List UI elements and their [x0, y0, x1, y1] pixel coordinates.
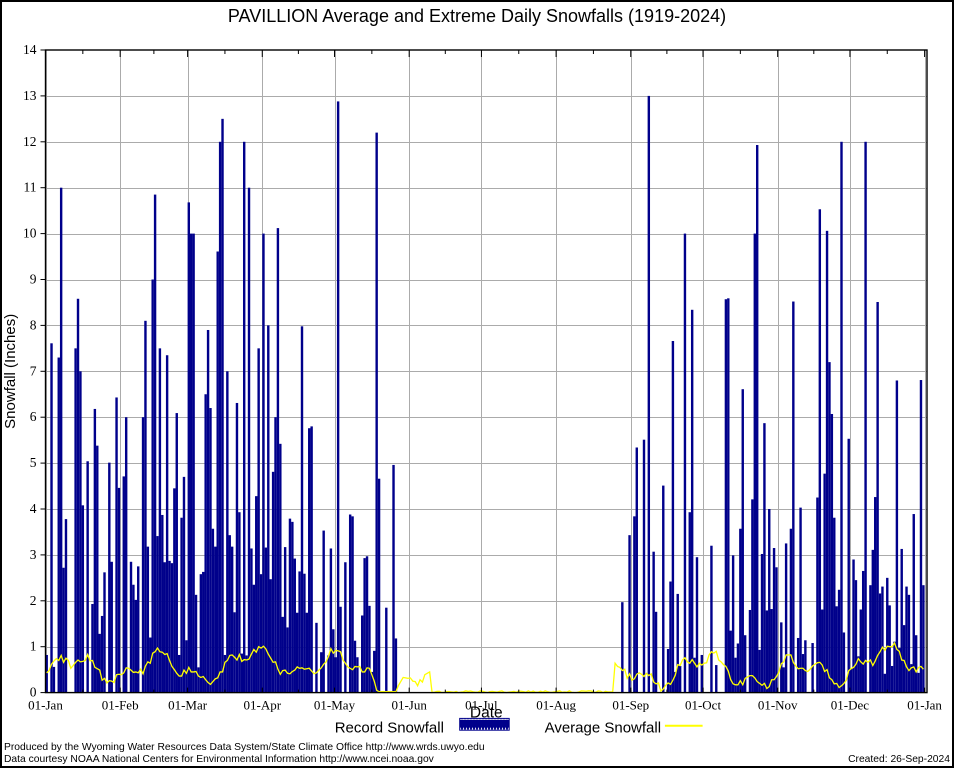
svg-text:01-Jan: 01-Jan	[28, 698, 63, 713]
svg-text:01-Nov: 01-Nov	[758, 698, 798, 713]
svg-text:2: 2	[30, 593, 37, 608]
svg-text:1: 1	[30, 639, 37, 654]
svg-text:01-Dec: 01-Dec	[831, 698, 869, 713]
svg-text:13: 13	[23, 88, 37, 103]
svg-text:01-Sep: 01-Sep	[612, 698, 649, 713]
svg-text:10: 10	[23, 226, 37, 241]
svg-text:01-Mar: 01-Mar	[168, 698, 208, 713]
svg-text:Average Snowfall: Average Snowfall	[545, 720, 661, 737]
svg-text:12: 12	[23, 134, 37, 149]
svg-text:9: 9	[30, 272, 37, 287]
svg-text:Record Snowfall: Record Snowfall	[335, 720, 444, 737]
svg-text:01-Aug: 01-Aug	[536, 698, 576, 713]
svg-text:Created: 26-Sep-2024: Created: 26-Sep-2024	[848, 754, 950, 765]
svg-text:01-Apr: 01-Apr	[243, 698, 281, 713]
svg-text:Snowfall (Inches): Snowfall (Inches)	[2, 314, 19, 429]
svg-text:01-Jun: 01-Jun	[391, 698, 427, 713]
svg-text:5: 5	[30, 455, 37, 470]
svg-text:01-May: 01-May	[314, 698, 356, 713]
svg-text:01-Feb: 01-Feb	[102, 698, 139, 713]
svg-text:11: 11	[24, 180, 37, 195]
svg-text:8: 8	[30, 317, 37, 332]
svg-text:14: 14	[23, 42, 37, 57]
svg-text:4: 4	[30, 501, 37, 516]
svg-text:6: 6	[30, 409, 37, 424]
svg-text:01-Jan: 01-Jan	[907, 698, 942, 713]
svg-text:7: 7	[30, 363, 37, 378]
svg-text:Produced by the Wyoming Water: Produced by the Wyoming Water Resources …	[4, 742, 485, 753]
svg-text:01-Oct: 01-Oct	[685, 698, 721, 713]
svg-text:PAVILLION Average and Extreme: PAVILLION Average and Extreme Daily Snow…	[228, 6, 726, 26]
svg-text:Data courtesy NOAA National Ce: Data courtesy NOAA National Centers for …	[4, 754, 435, 765]
svg-text:3: 3	[30, 547, 37, 562]
